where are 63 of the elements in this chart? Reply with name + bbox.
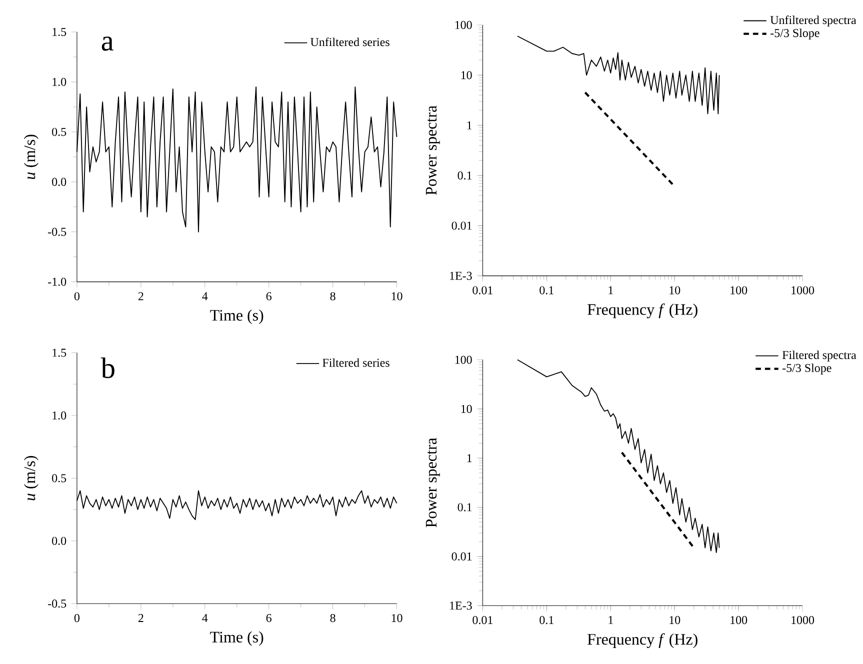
x-tick-label: 0 xyxy=(74,292,80,301)
y-tick-label: 0.0 xyxy=(52,537,66,546)
y-tick-label: 1.5 xyxy=(52,28,66,36)
x-tick-label: 8 xyxy=(330,614,336,622)
y-tick-label: 1.0 xyxy=(52,78,66,86)
y-tick-label: 10 xyxy=(461,405,472,414)
x-tick-label: 0.01 xyxy=(472,616,492,624)
x-tick-label: 4 xyxy=(202,292,208,300)
x-axis-title: Time (s) xyxy=(210,310,264,324)
y-tick-label: -0.5 xyxy=(48,228,66,236)
y-axis-title: u (m/s) xyxy=(24,134,38,180)
x-axis-title: Frequency f (Hz) xyxy=(588,304,698,318)
x-tick-label: 8 xyxy=(330,292,336,301)
legend-label: Filtered spectra xyxy=(782,350,856,362)
x-tick-label: 6 xyxy=(266,614,272,622)
legend-label: Unfiltered series xyxy=(310,38,390,46)
legend-label: Unfiltered spectra xyxy=(770,16,856,27)
x-tick-label: 6 xyxy=(266,292,272,300)
y-tick-label: 1 xyxy=(467,122,472,130)
y-tick-label: 0.5 xyxy=(52,128,66,136)
y-tick-label: 0.01 xyxy=(452,222,472,230)
annotation: b xyxy=(100,358,114,378)
x-tick-label: 100 xyxy=(730,286,748,295)
y-tick-label: 1E-3 xyxy=(450,602,472,610)
y-tick-label: -0.5 xyxy=(48,600,66,608)
x-tick-label: 10 xyxy=(392,292,402,301)
x-tick-label: 2 xyxy=(138,614,144,622)
legend-label: Filtered series xyxy=(322,358,390,368)
y-tick-label: 1 xyxy=(467,454,472,462)
y-tick-label: 0.1 xyxy=(458,503,472,512)
y-tick-label: 0.5 xyxy=(52,474,66,482)
x-tick-label: 2 xyxy=(138,292,144,300)
x-tick-label: 1000 xyxy=(792,286,814,295)
y-tick-label: 1E-3 xyxy=(450,272,472,280)
x-tick-label: 1000 xyxy=(792,616,814,624)
y-axis-title: Power spectra xyxy=(426,438,440,528)
y-tick-label: -1.0 xyxy=(48,278,66,286)
y-tick-label: 10 xyxy=(461,71,472,80)
x-tick-label: 4 xyxy=(202,614,208,622)
x-tick-label: 1 xyxy=(608,616,613,624)
x-tick-label: 0.01 xyxy=(472,286,492,295)
legend-label: -5/3 Slope xyxy=(770,28,820,40)
y-axis-title: Power spectra xyxy=(426,106,440,196)
x-tick-label: 10 xyxy=(392,614,402,622)
x-tick-label: 1 xyxy=(608,286,613,294)
x-tick-label: 100 xyxy=(730,616,748,624)
annotation: a xyxy=(102,36,114,51)
x-axis-title: Time (s) xyxy=(210,631,264,646)
y-tick-label: 0.1 xyxy=(458,172,472,180)
x-tick-label: 0 xyxy=(74,614,80,622)
x-tick-label: 10 xyxy=(670,286,680,295)
x-tick-label: 0.1 xyxy=(540,286,554,295)
y-tick-label: 100 xyxy=(455,21,472,30)
y-tick-label: 1.5 xyxy=(52,348,66,358)
x-tick-label: 10 xyxy=(670,616,680,624)
legend-label: -5/3 Slope xyxy=(782,364,832,375)
y-axis-title: u (m/s) xyxy=(24,456,38,500)
y-tick-label: 1.0 xyxy=(52,412,66,420)
y-tick-label: 0.01 xyxy=(452,552,472,561)
x-axis-title: Frequency f (Hz) xyxy=(588,634,698,648)
y-tick-label: 0.0 xyxy=(52,178,66,186)
y-tick-label: 100 xyxy=(455,356,472,364)
x-tick-label: 0.1 xyxy=(540,616,554,624)
